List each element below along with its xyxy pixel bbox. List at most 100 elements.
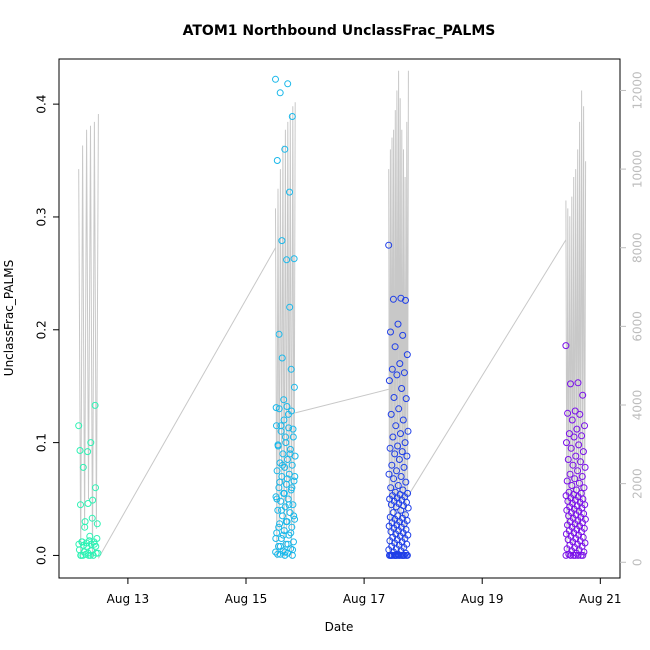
data-point: [402, 551, 410, 559]
data-point: [393, 467, 400, 475]
data-point: [290, 255, 298, 263]
data-point: [273, 529, 281, 537]
data-point: [288, 407, 295, 415]
data-point: [276, 459, 284, 467]
data-point: [283, 256, 291, 264]
data-point: [284, 456, 291, 463]
data-point: [398, 448, 406, 456]
x-tick-label: Aug 19: [461, 592, 504, 606]
data-point: [289, 425, 297, 433]
data-point: [404, 504, 412, 512]
data-point: [79, 463, 87, 471]
data-point: [287, 365, 295, 373]
data-point: [278, 237, 286, 245]
x-tick-label: Aug 13: [107, 592, 150, 606]
data-point: [385, 377, 393, 385]
data-point: [80, 541, 88, 549]
data-point: [81, 523, 89, 531]
data-point: [273, 467, 281, 475]
data-point: [91, 401, 99, 409]
chart-title: ATOM1 Northbound UnclassFrac_PALMS: [183, 23, 496, 39]
y2-tick-label: 8000: [631, 232, 645, 263]
data-point: [390, 394, 398, 401]
data-point: [399, 331, 407, 339]
data-point: [287, 486, 295, 494]
data-point: [575, 479, 583, 487]
data-point: [400, 369, 408, 377]
data-point: [402, 395, 410, 403]
data-point: [565, 430, 573, 438]
data-point: [275, 542, 282, 550]
data-point: [389, 433, 397, 441]
data-point: [286, 445, 294, 453]
data-point: [402, 296, 409, 304]
secondary-trace-segment-1: [78, 113, 99, 559]
data-point: [398, 385, 406, 392]
data-point: [281, 503, 289, 511]
data-point: [392, 551, 400, 559]
data-point: [284, 495, 292, 503]
data-point: [281, 551, 289, 559]
data-point: [562, 342, 570, 350]
data-point: [274, 506, 282, 514]
data-point: [566, 470, 574, 478]
data-point: [282, 439, 290, 447]
data-point: [290, 383, 298, 391]
data-point: [395, 456, 403, 463]
data-point: [578, 432, 586, 440]
data-point: [567, 551, 575, 559]
data-point: [86, 551, 94, 559]
data-point: [273, 157, 281, 164]
data-point: [280, 527, 288, 535]
data-point: [388, 365, 396, 373]
data-point: [278, 354, 286, 362]
data-point: [394, 482, 402, 489]
data-point: [395, 405, 403, 413]
data-point: [275, 405, 283, 413]
x-tick-label: Aug 21: [579, 592, 622, 606]
secondary-trace-segment-4: [565, 90, 587, 559]
data-point: [86, 532, 94, 540]
data-point: [395, 551, 403, 559]
data-point: [581, 422, 588, 430]
data-point: [285, 424, 293, 432]
data-point: [579, 448, 587, 456]
data-point: [279, 450, 287, 458]
data-point: [394, 320, 402, 328]
data-point: [576, 410, 584, 418]
data-point: [399, 416, 407, 424]
y-tick-label: 0.1: [35, 433, 49, 452]
data-point: [276, 89, 284, 97]
data-point: [275, 484, 283, 492]
data-point: [397, 506, 405, 514]
data-point: [272, 404, 280, 412]
y2-tick-label: 10000: [631, 150, 645, 188]
data-point: [567, 444, 575, 452]
data-point: [275, 330, 283, 338]
data-point: [89, 496, 97, 504]
data-point: [283, 403, 291, 410]
data-point: [83, 542, 91, 550]
data-point: [284, 80, 292, 88]
data-point: [388, 461, 396, 469]
data-point: [397, 473, 405, 480]
data-point: [274, 442, 282, 450]
data-point: [75, 540, 83, 548]
secondary-connector-3: [407, 239, 567, 496]
y-tick-label: 0.3: [35, 207, 49, 226]
data-point: [574, 551, 582, 559]
data-point: [282, 540, 290, 548]
data-point: [290, 477, 298, 485]
data-point: [76, 447, 84, 454]
data-point: [387, 410, 395, 418]
data-point: [285, 470, 293, 478]
data-point: [580, 484, 588, 492]
data-point: [402, 478, 410, 486]
data-point: [276, 550, 284, 558]
data-point: [272, 75, 279, 83]
data-point: [391, 343, 399, 351]
data-point: [273, 422, 280, 430]
data-point: [397, 430, 404, 438]
data-point: [386, 444, 394, 452]
